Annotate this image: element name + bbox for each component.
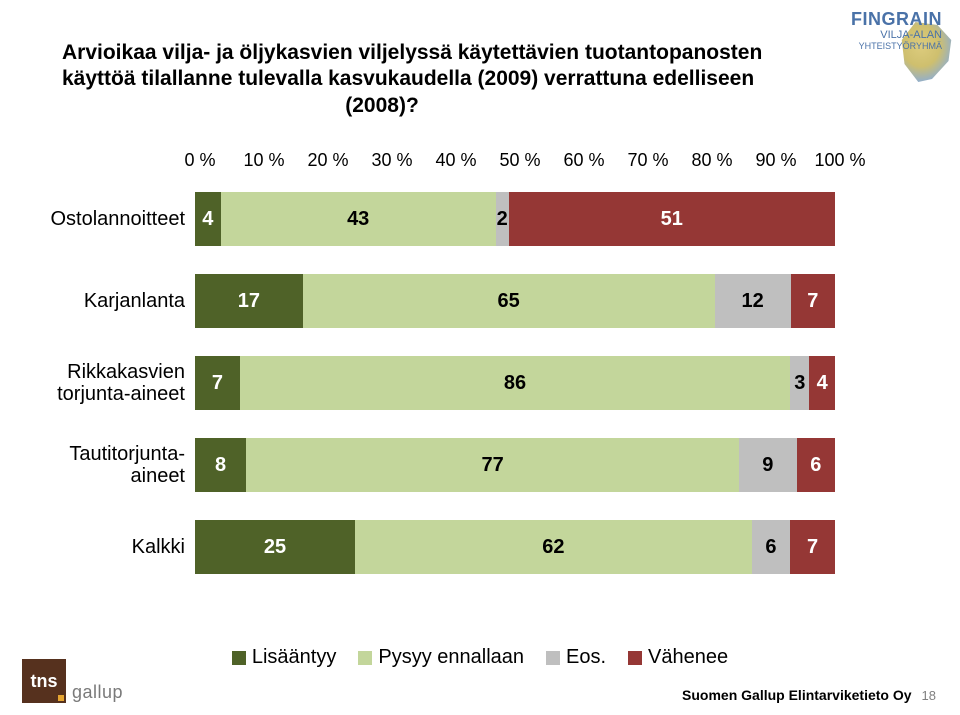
bar-row: Tautitorjunta-aineet87796	[0, 424, 960, 506]
x-axis-tick: 60 %	[563, 150, 604, 171]
bar-track: 1765127	[195, 274, 835, 328]
title-line-2: käyttöä tilallanne tulevalla kasvukaudel…	[62, 66, 782, 92]
category-label: Tautitorjunta-aineet	[0, 443, 195, 487]
bar-segment: 65	[303, 274, 715, 328]
bar-segment: 4	[195, 192, 221, 246]
bar-segment: 51	[509, 192, 835, 246]
legend-item: Vähenee	[628, 646, 728, 669]
legend-swatch	[546, 651, 560, 665]
bar-segment: 2	[496, 192, 509, 246]
brand-line-2: VILJA-ALAN	[851, 30, 942, 41]
bar-segment: 77	[246, 438, 739, 492]
tns-logo-square: tns	[22, 659, 66, 703]
bar-track: 78634	[195, 356, 835, 410]
bar-track: 87796	[195, 438, 835, 492]
legend-item: Lisääntyy	[232, 646, 337, 669]
brand-block: FINGRAIN VILJA-ALAN YHTEISTYÖRYHMÄ	[851, 10, 942, 51]
bar-segment: 9	[739, 438, 797, 492]
brand-line-1: FINGRAIN	[851, 10, 942, 28]
bar-segment: 6	[797, 438, 835, 492]
x-axis: 0 % 10 % 20 % 30 % 40 % 50 % 60 % 70 % 80 % 90 % 1…	[0, 150, 960, 172]
legend-label: Eos.	[566, 646, 606, 669]
bar-segment: 7	[791, 274, 835, 328]
legend-label: Vähenee	[648, 646, 728, 669]
x-axis-tick: 80 %	[691, 150, 732, 171]
bar-row: Ostolannoitteet443251	[0, 178, 960, 260]
bar-segment: 12	[715, 274, 791, 328]
x-axis-tick: 30 %	[371, 150, 412, 171]
bar-row: Karjanlanta1765127	[0, 260, 960, 342]
bar-row: Kalkki256267	[0, 506, 960, 588]
legend-swatch	[628, 651, 642, 665]
bar-segment: 7	[195, 356, 240, 410]
footer-company: Suomen Gallup Elintarviketieto Oy	[682, 687, 912, 703]
bar-track: 443251	[195, 192, 835, 246]
legend-item: Pysyy ennallaan	[358, 646, 524, 669]
bar-track: 256267	[195, 520, 835, 574]
bar-segment: 62	[355, 520, 752, 574]
x-axis-tick: 20 %	[307, 150, 348, 171]
x-axis-tick: 0 %	[184, 150, 215, 171]
x-axis-tick: 40 %	[435, 150, 476, 171]
legend-label: Lisääntyy	[252, 646, 337, 669]
x-axis-tick: 100 %	[814, 150, 865, 171]
stacked-bar-chart: 0 % 10 % 20 % 30 % 40 % 50 % 60 % 70 % 80 % 90 % 1…	[0, 150, 960, 588]
title-line-3: (2008)?	[62, 93, 702, 119]
category-label: Karjanlanta	[0, 290, 195, 312]
bar-row: Rikkakasvientorjunta-aineet78634	[0, 342, 960, 424]
footer-page-number: 18	[922, 688, 936, 703]
bar-segment: 4	[809, 356, 835, 410]
legend-label: Pysyy ennallaan	[378, 646, 524, 669]
x-axis-tick: 70 %	[627, 150, 668, 171]
x-axis-tick: 10 %	[243, 150, 284, 171]
legend: Lisääntyy Pysyy ennallaan Eos. Vähenee	[0, 646, 960, 669]
x-axis-tick: 50 %	[499, 150, 540, 171]
category-label: Kalkki	[0, 536, 195, 558]
legend-swatch	[232, 651, 246, 665]
legend-swatch	[358, 651, 372, 665]
legend-item: Eos.	[546, 646, 606, 669]
chart-title: Arvioikaa vilja- ja öljykasvien viljelys…	[62, 40, 782, 119]
bar-segment: 25	[195, 520, 355, 574]
category-label: Rikkakasvientorjunta-aineet	[0, 361, 195, 405]
bar-segment: 17	[195, 274, 303, 328]
category-label: Ostolannoitteet	[0, 208, 195, 230]
brand-line-3: YHTEISTYÖRYHMÄ	[851, 42, 942, 51]
footer: Suomen Gallup Elintarviketieto Oy 18	[682, 687, 936, 703]
bar-segment: 43	[221, 192, 496, 246]
bar-segment: 6	[752, 520, 790, 574]
tns-logo: tns gallup	[22, 659, 123, 703]
x-axis-tick: 90 %	[755, 150, 796, 171]
bar-segment: 86	[240, 356, 790, 410]
bar-segment: 7	[790, 520, 835, 574]
tns-logo-word: gallup	[72, 682, 123, 703]
bar-segment: 8	[195, 438, 246, 492]
bar-segment: 3	[790, 356, 809, 410]
title-line-1: Arvioikaa vilja- ja öljykasvien viljelys…	[62, 40, 782, 66]
